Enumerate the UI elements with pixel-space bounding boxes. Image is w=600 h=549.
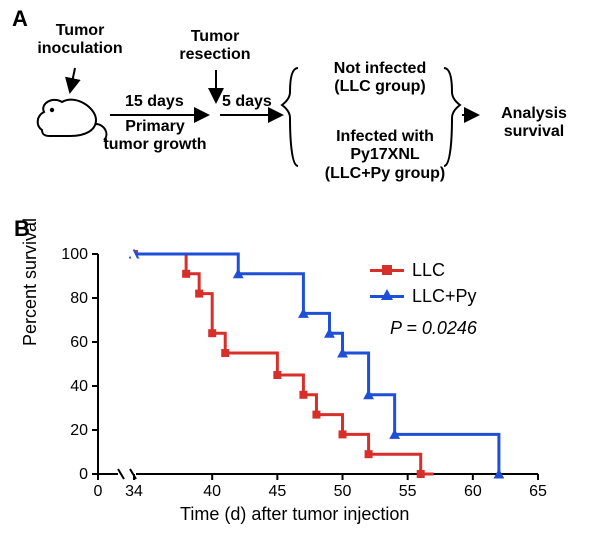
svg-text:34: 34 <box>125 483 143 500</box>
open-brace-icon <box>282 68 298 166</box>
p-value: P = 0.0246 <box>390 318 477 339</box>
panel-b-chart: Percent survival Time (d) after tumor in… <box>10 246 590 541</box>
legend-llcpy-label: LLC+Py <box>412 286 477 307</box>
svg-text:0: 0 <box>94 483 103 500</box>
svg-text:40: 40 <box>203 483 221 500</box>
svg-text:60: 60 <box>464 483 482 500</box>
mouse-icon <box>38 100 107 140</box>
svg-text:80: 80 <box>70 290 88 307</box>
svg-text:20: 20 <box>70 422 88 439</box>
svg-text:100: 100 <box>61 246 88 263</box>
panel-a-svg <box>30 30 590 200</box>
svg-text:40: 40 <box>70 378 88 395</box>
svg-text:50: 50 <box>334 483 352 500</box>
close-brace-icon <box>444 68 460 166</box>
panel-a-label: A <box>12 6 28 32</box>
km-svg: 020406080100034404550556065 <box>98 254 558 514</box>
svg-text:65: 65 <box>529 483 547 500</box>
panel-a-diagram: Tumorinoculation Tumorresection 15 days … <box>30 30 590 200</box>
legend-llcpy: LLC+Py <box>370 286 477 307</box>
svg-text:0: 0 <box>79 466 88 483</box>
y-axis-label: Percent survival <box>20 218 41 346</box>
legend-llc: LLC <box>370 260 445 281</box>
plot-area: 020406080100034404550556065 <box>98 254 558 474</box>
svg-text:45: 45 <box>268 483 286 500</box>
svg-text:55: 55 <box>399 483 417 500</box>
svg-text:60: 60 <box>70 334 88 351</box>
legend-llc-label: LLC <box>412 260 445 281</box>
